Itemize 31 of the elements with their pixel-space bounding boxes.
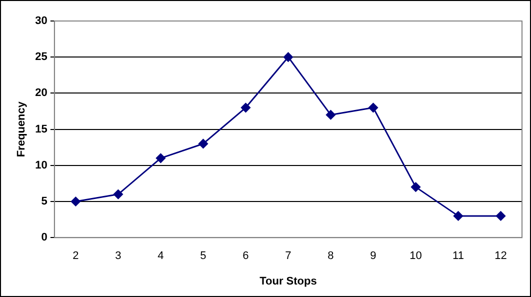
- y-tick-label: 20: [35, 87, 48, 100]
- x-axis-title: Tour Stops: [260, 275, 317, 288]
- x-tick-label: 9: [370, 250, 376, 262]
- x-tick-label: 5: [200, 250, 206, 262]
- x-tick-label: 10: [410, 250, 422, 262]
- y-tick-label: 0: [41, 232, 48, 244]
- x-tick-label: 3: [115, 250, 122, 262]
- x-tick-label: 6: [242, 250, 249, 262]
- point: [453, 211, 463, 221]
- point: [410, 182, 420, 192]
- point: [326, 110, 336, 120]
- x-tick-label: 2: [72, 250, 79, 262]
- x-tick-label: 8: [328, 250, 334, 262]
- point: [240, 102, 250, 112]
- x-tick-label: 11: [452, 250, 464, 262]
- y-tick-label: 30: [35, 15, 48, 28]
- x-tick-label: 12: [494, 250, 507, 262]
- point: [156, 153, 166, 163]
- y-axis-title: Frequency: [16, 100, 28, 158]
- point: [70, 196, 80, 206]
- point: [113, 190, 123, 200]
- y-tick-label: 10: [35, 159, 48, 172]
- x-tick-label: 4: [158, 250, 164, 262]
- point: [496, 211, 506, 221]
- point: [198, 138, 208, 148]
- y-tick-label: 25: [35, 51, 48, 64]
- x-tick-label: 7: [285, 250, 292, 262]
- y-tick-label: 15: [35, 123, 48, 136]
- point: [368, 102, 378, 112]
- point: [283, 52, 293, 62]
- y-tick-label: 5: [41, 196, 48, 208]
